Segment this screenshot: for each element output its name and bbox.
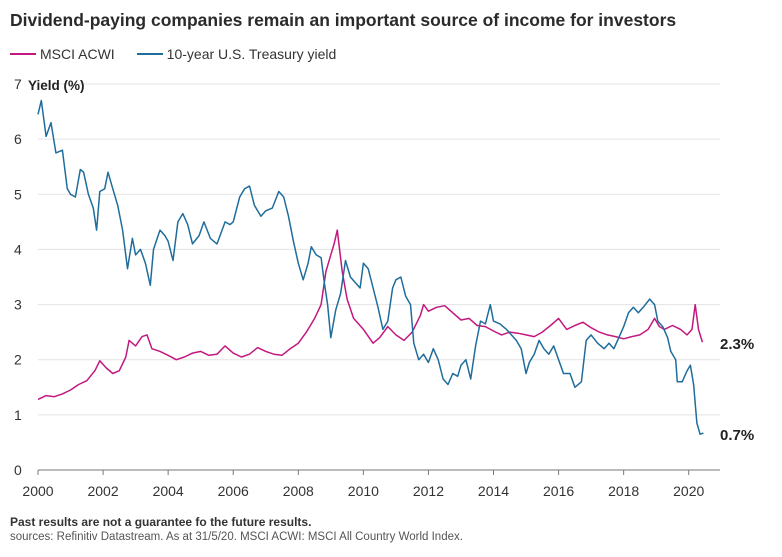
- legend: MSCI ACWI 10-year U.S. Treasury yield: [10, 46, 358, 62]
- legend-label-treasury: 10-year U.S. Treasury yield: [166, 46, 337, 62]
- series-line-treasury-yield: [37, 99, 704, 435]
- x-tick-label: 2016: [543, 483, 574, 499]
- x-tick-label: 2010: [348, 483, 379, 499]
- y-tick-label: 3: [14, 297, 22, 313]
- end-label-msci-acwi: 2.3%: [720, 336, 754, 353]
- y-tick-label: 7: [14, 76, 22, 92]
- x-tick-label: 2008: [283, 483, 314, 499]
- y-tick-label: 2: [14, 352, 22, 368]
- legend-item-msci: MSCI ACWI: [10, 46, 115, 62]
- y-tick-label: 1: [14, 407, 22, 423]
- chart-title: Dividend-paying companies remain an impo…: [10, 10, 677, 30]
- series-line-msci-acwi: [37, 229, 704, 401]
- y-tick-label: 0: [14, 462, 22, 478]
- x-tick-label: 2014: [478, 483, 509, 499]
- x-tick-label: 2012: [413, 483, 444, 499]
- y-axis-label: Yield (%): [28, 78, 85, 93]
- x-tick-label: 2020: [673, 483, 704, 499]
- legend-swatch-msci: [10, 53, 36, 55]
- x-tick-label: 2006: [218, 483, 249, 499]
- x-tick-label: 2018: [608, 483, 639, 499]
- gridlines: [38, 83, 720, 416]
- footnote: Past results are not a guarantee fo the …: [10, 515, 312, 529]
- x-tick-label: 2002: [87, 483, 118, 499]
- legend-swatch-treasury: [136, 53, 163, 55]
- y-tick-label: 6: [14, 131, 22, 147]
- y-tick-label: 4: [14, 241, 22, 257]
- x-axis-ticks: 2000 2002 2004 2006 2008 2010 2012 2014 2016 2018…: [22, 470, 705, 499]
- legend-label-msci: MSCI ACWI: [40, 46, 115, 62]
- x-tick-label: 2004: [153, 483, 184, 499]
- x-tick-label: 2000: [22, 483, 53, 499]
- end-labels: 2.3% 0.7%: [720, 336, 754, 444]
- y-axis-ticks: 0 1 2 3 4 5 6 7: [14, 76, 22, 478]
- source-note: sources: Refinitiv Datastream. As at 31/…: [10, 531, 463, 543]
- end-label-treasury-yield: 0.7%: [720, 427, 754, 444]
- series-lines: [37, 99, 704, 435]
- y-tick-label: 5: [14, 186, 22, 202]
- legend-item-treasury: 10-year U.S. Treasury yield: [136, 46, 337, 62]
